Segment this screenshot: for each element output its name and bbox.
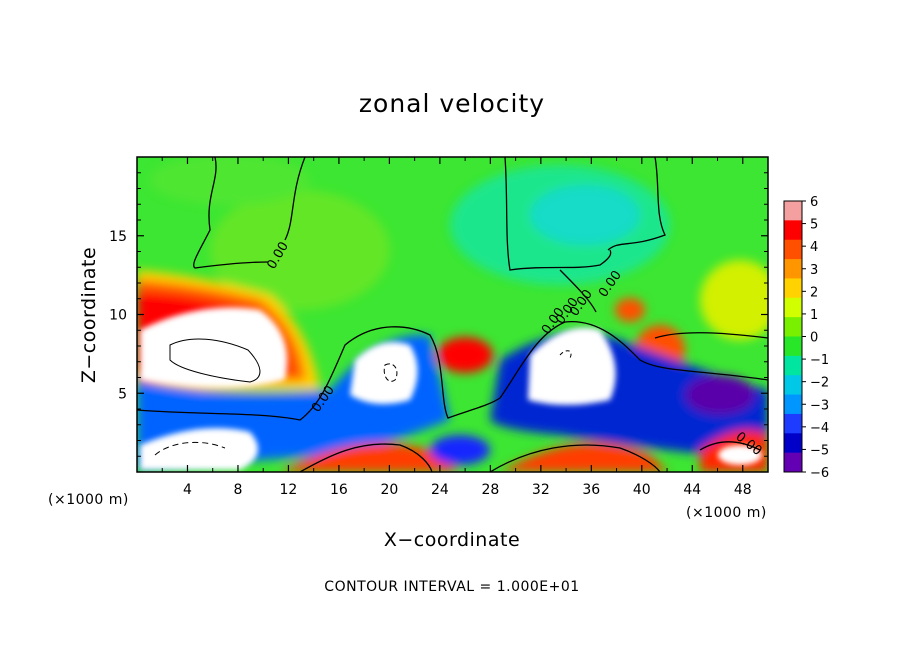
contour-line bbox=[504, 157, 612, 271]
x-axis-title: X−coordinate bbox=[384, 529, 520, 551]
heatmap-field: 0.00 0.00 0.00 0.00 0.00 0.00 0.00 bbox=[137, 157, 768, 472]
x-tick-label: 44 bbox=[683, 482, 701, 498]
colorbar-swatch bbox=[784, 433, 802, 454]
colorbar-swatch bbox=[784, 297, 802, 318]
x-tick-label: 4 bbox=[183, 482, 192, 498]
y-tick-label: 15 bbox=[109, 229, 127, 245]
field-blob-mid-red bbox=[437, 337, 493, 373]
contour-line bbox=[284, 157, 306, 241]
x-tick-label: 28 bbox=[481, 482, 499, 498]
x-tick-label: 24 bbox=[431, 482, 449, 498]
colorbar-tick-label: 3 bbox=[810, 263, 818, 278]
colorbar-tick-label: −1 bbox=[810, 353, 829, 368]
colorbar-tick-label: 6 bbox=[810, 195, 818, 210]
contour-interval-note: CONTOUR INTERVAL = 1.000E+01 bbox=[324, 579, 579, 595]
x-tick-label: 8 bbox=[233, 482, 242, 498]
contour-line bbox=[559, 269, 597, 313]
field-blob-bottom-blue bbox=[430, 435, 490, 465]
colorbar-tick-label: −6 bbox=[810, 466, 829, 481]
contour-line bbox=[489, 444, 661, 472]
colorbar-tick-label: 4 bbox=[810, 240, 818, 255]
field-extreme-right bbox=[528, 327, 616, 405]
colorbar-swatch bbox=[784, 239, 802, 260]
field-blob-right bbox=[700, 260, 768, 340]
contour-line bbox=[699, 441, 761, 451]
colorbar-tick-label: −5 bbox=[810, 443, 829, 458]
z-units-label: (×1000 m) bbox=[48, 492, 129, 508]
x-tick-label: 20 bbox=[380, 482, 398, 498]
colorbar-tick-label: 0 bbox=[810, 331, 818, 346]
contour-line bbox=[607, 157, 666, 251]
x-tick-label: 40 bbox=[633, 482, 651, 498]
contour-line bbox=[193, 157, 269, 269]
colorbar-swatch bbox=[784, 394, 802, 415]
colorbar-swatch bbox=[784, 278, 802, 299]
colorbar-swatch bbox=[784, 317, 802, 337]
field-blob-purple bbox=[685, 375, 755, 415]
contour-line bbox=[654, 332, 768, 339]
x-tick-label: 48 bbox=[734, 482, 752, 498]
x-tick-label: 32 bbox=[532, 482, 550, 498]
field-extreme-mid bbox=[350, 342, 418, 404]
colorbar-tick-label: −2 bbox=[810, 376, 829, 391]
colorbar-swatch bbox=[784, 355, 802, 376]
colorbar-swatch bbox=[784, 375, 802, 396]
y-tick-label: 5 bbox=[118, 386, 127, 402]
field-extreme-bottom-left bbox=[140, 428, 258, 470]
field-extreme-left bbox=[140, 307, 288, 388]
chart-title: zonal velocity bbox=[359, 89, 545, 118]
x-axis: 4 8 12 16 20 24 28 32 36 40 44 48 bbox=[161, 157, 752, 498]
field-blob-right-spot bbox=[615, 298, 645, 322]
field-blob-top bbox=[150, 157, 310, 205]
colorbar: 6 5 4 3 2 1 0 −1 −2 −3 −4 −5 −6 bbox=[783, 195, 829, 481]
y-axis-title: Z−coordinate bbox=[78, 247, 100, 383]
colorbar-swatch bbox=[784, 220, 802, 241]
colorbar-tick-label: 5 bbox=[810, 218, 818, 233]
colorbar-swatch bbox=[784, 452, 802, 473]
y-tick-label: 10 bbox=[109, 308, 127, 324]
x-tick-label: 16 bbox=[330, 482, 348, 498]
contour-line-negative bbox=[559, 350, 572, 359]
field-blob-bottom-red-1 bbox=[280, 443, 460, 472]
field-blob-upper-left bbox=[210, 190, 390, 310]
contour-lines bbox=[137, 157, 768, 472]
contour-line bbox=[137, 321, 768, 421]
colorbar-tick-label: 1 bbox=[810, 308, 818, 323]
field-blob-upper-core bbox=[530, 185, 640, 245]
colorbar-swatch bbox=[784, 201, 802, 221]
field-extreme-bottom-right bbox=[718, 445, 762, 465]
colorbar-tick-label: 2 bbox=[810, 285, 818, 300]
contour-line bbox=[169, 338, 261, 383]
colorbar-tick-label: −3 bbox=[810, 398, 829, 413]
colorbar-swatch bbox=[784, 336, 802, 357]
colorbar-tick-label: −4 bbox=[810, 421, 829, 436]
y-axis: 5 10 15 bbox=[109, 172, 768, 457]
colorbar-swatch bbox=[784, 413, 802, 434]
contour-line bbox=[299, 443, 433, 472]
x-tick-label: 36 bbox=[582, 482, 600, 498]
contour-line-negative bbox=[383, 363, 398, 382]
x-tick-label: 12 bbox=[280, 482, 298, 498]
contour-line-negative bbox=[154, 441, 226, 456]
colorbar-swatch bbox=[784, 259, 802, 279]
x-units-label: (×1000 m) bbox=[686, 505, 767, 521]
